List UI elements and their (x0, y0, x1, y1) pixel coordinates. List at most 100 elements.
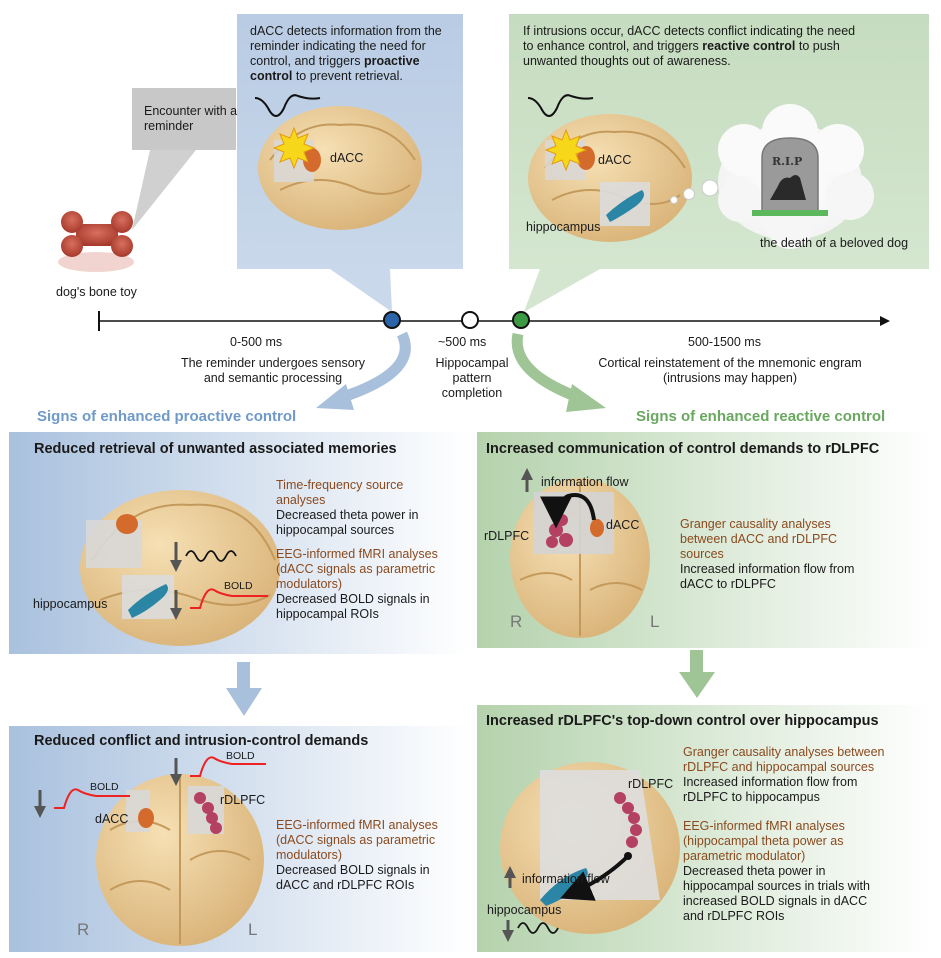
panel-a-m1-title1: Time-frequency source (276, 478, 404, 492)
panel-b-m1-desc1: Decreased BOLD signals in (276, 863, 430, 877)
panel-a-m1-desc1: Decreased theta power in (276, 508, 419, 522)
panel-d-m1-desc2: rDLPFC to hippocampus (683, 790, 820, 804)
panel-a-theta-down-arrow (170, 542, 182, 572)
proactive-line3a: control, and triggers (250, 54, 364, 68)
panel-d-title: Increased rDLPFC's top-down control over… (486, 713, 879, 729)
panel-d-m2-desc2: hippocampal sources in trials with (683, 879, 870, 893)
panel-c-m1-title2: between dACC and rDLPFC (680, 532, 838, 546)
reactive-down-arrow (679, 650, 715, 698)
panel-b-rdlpfc-label: rDLPFC (220, 793, 266, 807)
panel-b-m1-desc2: dACC and rDLPFC ROIs (276, 878, 415, 892)
panel-a-m2-title1: EEG-informed fMRI analyses (276, 547, 438, 561)
panel-a-m1-desc2: hippocampal sources (276, 523, 395, 537)
panel-b-m1-title2: (dACC signals as parametric (276, 833, 436, 847)
panel-b-dacc-label: dACC (95, 812, 129, 826)
reactive-line2: to enhance control, and triggers (523, 39, 703, 53)
timeline-marker-green (512, 311, 530, 329)
reminder-bubble-line2: reminder (144, 119, 194, 133)
panel-d-brain-icon (500, 762, 680, 934)
panel-a-m2-title2: (dACC signals as parametric (276, 562, 436, 576)
panel-a-methods: Time-frequency source analyses Decreased… (276, 478, 466, 622)
proactive-box-pointer (330, 269, 392, 312)
panel-b-m1-title1: EEG-informed fMRI analyses (276, 818, 438, 832)
panel-a-m2-desc1: Decreased BOLD signals in (276, 592, 430, 606)
panel-a-hippo-label: hippocampus (33, 597, 108, 611)
phase1-time: 0-500 ms (230, 335, 283, 349)
panel-d-m2-desc4: and rDLPFC ROIs (683, 909, 785, 923)
phase3-desc: Cortical reinstatement of the mnemonic e… (580, 356, 880, 386)
phase2-desc1: Hippocampal (435, 356, 509, 370)
phase3-desc2: (intrusions may happen) (662, 371, 798, 385)
phase2-time: ~500 ms (438, 335, 487, 349)
tombstone-icon (752, 137, 828, 216)
proactive-line1: dACC detects information from the (250, 24, 442, 38)
reactive-curved-arrow (511, 332, 582, 404)
panel-b-l-label: L (248, 920, 258, 939)
reactive-eeg-wave (527, 94, 594, 117)
panel-d-m2-desc3: increased BOLD signals in dACC (683, 894, 868, 908)
panel-c-up-arrow-icon (521, 468, 533, 492)
thought-dot-2 (683, 188, 695, 200)
panel-a-m1-title2: analyses (276, 493, 326, 507)
panel-d-methods: Granger causality analyses between rDLPF… (683, 745, 929, 924)
speech-bubble-tail (132, 150, 196, 230)
panel-c-m1-title1: Granger causality analyses (680, 517, 831, 531)
speech-bubble (132, 88, 236, 150)
tomb-text: R.I.P (772, 155, 803, 168)
reactive-line2c: to push (795, 39, 840, 53)
phase1-desc1: The reminder undergoes sensory (180, 356, 366, 370)
panel-c-r-label: R (510, 612, 523, 631)
panel-d-m2-title3: parametric modulator) (683, 849, 806, 863)
panel-d-m2-desc1: Decreased theta power in (683, 864, 826, 878)
reactive-curved-arrowhead (566, 384, 606, 412)
timeline-marker-blue (383, 311, 401, 329)
thought-dot-3 (701, 179, 719, 197)
panel-d-up-arrow-icon (504, 866, 516, 888)
phase2-desc2: pattern (452, 371, 492, 385)
proactive-eeg-wave (254, 94, 321, 117)
panel-d-theta-wave (517, 922, 559, 934)
panel-b-dacc-down-arrow (34, 790, 46, 818)
panel-b-rdlpfc-down-arrow (170, 758, 182, 786)
panel-a-brain-icon (80, 490, 280, 646)
proactive-curved-arrow (338, 331, 411, 404)
panel-a-bold-label: BOLD (224, 580, 253, 592)
panel-c-m1-desc2: dACC to rDLPFC (680, 577, 776, 591)
proactive-section-heading: Signs of enhanced proactive control (37, 408, 297, 425)
reactive-alert-burst-icon (544, 128, 588, 172)
panel-c-methods: Granger causality analyses between dACC … (680, 517, 930, 592)
reactive-box-pointer (524, 269, 600, 312)
panel-d-hippo-label: hippocampus (487, 903, 562, 917)
panel-d-m1-desc1: Increased information flow from (683, 775, 858, 789)
reactive-line3: unwanted thoughts out of awareness. (523, 54, 731, 68)
timeline-marker-white (461, 311, 479, 329)
phase1-desc2: and semantic processing (203, 371, 343, 385)
reactive-line1: If intrusions occur, dACC detects confli… (523, 24, 856, 38)
panel-d-m1-title1: Granger causality analyses between (683, 745, 885, 759)
panel-b-title: Reduced conflict and intrusion-control d… (34, 733, 369, 749)
proactive-keyword2: control (250, 69, 293, 83)
phase2-desc: Hippocampal pattern completion (420, 356, 524, 401)
panel-b-bold-label2: BOLD (226, 750, 255, 762)
panel-a-m2-desc2: hippocampal ROIs (276, 607, 379, 621)
panel-b-dacc-bold-curve (54, 788, 130, 809)
reactive-box-text: If intrusions occur, dACC detects confli… (523, 24, 923, 69)
panel-c-flow-arrow (540, 493, 596, 529)
phase3-desc1: Cortical reinstatement of the mnemonic e… (598, 356, 862, 370)
panel-d-m1-title2: rDLPFC and hippocampal sources (683, 760, 875, 774)
panel-b-brain-icon (96, 774, 264, 946)
panel-d-flow-origin (624, 852, 632, 860)
reactive-section-heading: Signs of enhanced reactive control (636, 408, 886, 425)
proactive-line2: reminder indicating the need for (250, 39, 426, 53)
panel-a-theta-wave (185, 550, 237, 562)
proactive-dacc-label: dACC (330, 151, 364, 165)
panel-d-rdlpfc-label: rDLPFC (628, 777, 674, 791)
panel-b-bold-label1: BOLD (90, 781, 119, 793)
panel-c-title: Increased communication of control deman… (486, 441, 880, 457)
proactive-line4a: to prevent retrieval. (292, 69, 403, 83)
reactive-dacc-label: dACC (598, 153, 632, 167)
thought-dot-1 (670, 196, 678, 204)
proactive-curved-arrowhead (316, 384, 354, 410)
panel-c-flow-label: information flow (541, 475, 629, 489)
